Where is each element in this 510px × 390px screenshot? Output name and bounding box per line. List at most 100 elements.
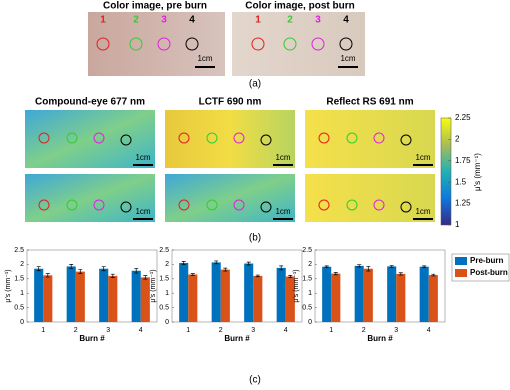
error-bar xyxy=(246,261,251,266)
roi-number: 1 xyxy=(255,15,261,26)
panel-label: (c) xyxy=(249,375,261,386)
roi xyxy=(93,199,105,211)
roi-number: 2 xyxy=(133,15,139,26)
y-tick-label: 2.5 xyxy=(14,247,24,254)
error-bar xyxy=(255,274,260,278)
x-tick-label: 2 xyxy=(362,327,366,334)
heatmap xyxy=(305,174,435,222)
roi xyxy=(66,132,78,144)
heatmap xyxy=(165,110,295,168)
roi xyxy=(346,132,358,144)
scale-label: 1cm xyxy=(135,207,150,216)
y-tick-label: 2 xyxy=(165,261,169,268)
bar xyxy=(276,267,286,322)
plot-area xyxy=(26,249,158,323)
error-bar xyxy=(36,266,41,272)
error-bar xyxy=(223,267,228,272)
colorbar-tick-label: 1.5 xyxy=(455,177,467,186)
y-tick-label: 2.5 xyxy=(159,247,169,254)
x-tick-label: 2 xyxy=(74,327,78,334)
bar xyxy=(244,263,254,322)
roi xyxy=(311,37,325,51)
panel-label: (b) xyxy=(249,233,261,244)
roi xyxy=(178,199,190,211)
error-bar xyxy=(181,261,186,265)
roi xyxy=(346,199,358,211)
heatmap-title: LCTF 690 nm xyxy=(199,97,262,108)
roi xyxy=(251,37,265,51)
error-bar xyxy=(143,275,148,280)
roi xyxy=(233,199,245,211)
bar xyxy=(428,275,438,322)
error-bar xyxy=(357,264,362,268)
error-bar xyxy=(288,274,293,278)
error-bar xyxy=(333,272,338,276)
error-bar xyxy=(69,264,74,269)
y-tick-label: 2 xyxy=(308,261,312,268)
roi-number: 4 xyxy=(343,15,349,26)
x-tick-label: 4 xyxy=(427,327,431,334)
scale-label: 1cm xyxy=(135,153,150,162)
error-bar xyxy=(366,266,371,272)
y-tick-label: 0 xyxy=(308,319,312,326)
x-tick-label: 2 xyxy=(219,327,223,334)
plot-area xyxy=(171,249,303,323)
x-tick-label: 3 xyxy=(394,327,398,334)
error-bar xyxy=(45,273,50,278)
x-tick-label: 4 xyxy=(284,327,288,334)
error-bar xyxy=(78,269,83,274)
legend-label: Pre-burn xyxy=(470,256,503,265)
root xyxy=(25,12,452,226)
colorbar-tick-label: 1.25 xyxy=(455,199,471,208)
heatmap xyxy=(165,174,295,222)
bar xyxy=(131,270,141,322)
error-bar xyxy=(110,273,115,278)
roi xyxy=(339,37,353,51)
colorbar-tick-label: 1 xyxy=(455,220,460,229)
roi xyxy=(206,132,218,144)
roi xyxy=(400,134,412,146)
error-bar xyxy=(389,265,394,268)
scale-label: 1cm xyxy=(340,54,355,63)
bar xyxy=(179,262,189,322)
y-tick-label: 2 xyxy=(20,261,24,268)
y-tick-label: 1 xyxy=(20,290,24,297)
y-axis-label: μ′s (mm⁻¹) xyxy=(5,269,12,302)
roi xyxy=(233,132,245,144)
y-tick-label: 0 xyxy=(165,319,169,326)
bar xyxy=(75,271,85,322)
bar xyxy=(396,273,406,322)
colorbar-tick-label: 2 xyxy=(455,135,460,144)
scale-label: 1cm xyxy=(415,207,430,216)
bar xyxy=(211,262,221,322)
roi xyxy=(120,134,132,146)
y-tick-label: 0 xyxy=(20,319,24,326)
bar xyxy=(322,266,332,322)
bar xyxy=(387,266,397,322)
y-tick-label: 1.5 xyxy=(14,276,24,283)
image-title: Color image, pre burn xyxy=(103,1,207,12)
legend-label: Post-burn xyxy=(470,268,508,277)
bar xyxy=(34,268,44,322)
error-bar xyxy=(422,265,427,268)
x-tick-label: 3 xyxy=(251,327,255,334)
image-title: Color image, post burn xyxy=(245,1,354,12)
y-tick-label: 2.5 xyxy=(302,247,312,254)
colorbar-label: μ′s (mm⁻¹) xyxy=(473,153,482,191)
error-bar xyxy=(134,268,139,274)
error-bar xyxy=(190,273,195,276)
legend-swatch xyxy=(455,257,467,265)
bar xyxy=(419,266,429,322)
y-tick-label: 0.5 xyxy=(159,304,169,311)
y-axis-label: μ′s (mm⁻¹) xyxy=(150,269,157,302)
x-tick-label: 1 xyxy=(186,327,190,334)
heatmap-title: Reflect RS 691 nm xyxy=(326,97,413,108)
roi-number: 4 xyxy=(189,15,195,26)
roi xyxy=(318,132,330,144)
heatmap-title: Compound-eye 677 nm xyxy=(35,97,145,108)
bar xyxy=(43,275,53,322)
error-bar xyxy=(279,265,284,271)
roi-number: 3 xyxy=(161,15,167,26)
roi-number: 2 xyxy=(287,15,293,26)
bar xyxy=(285,276,295,322)
